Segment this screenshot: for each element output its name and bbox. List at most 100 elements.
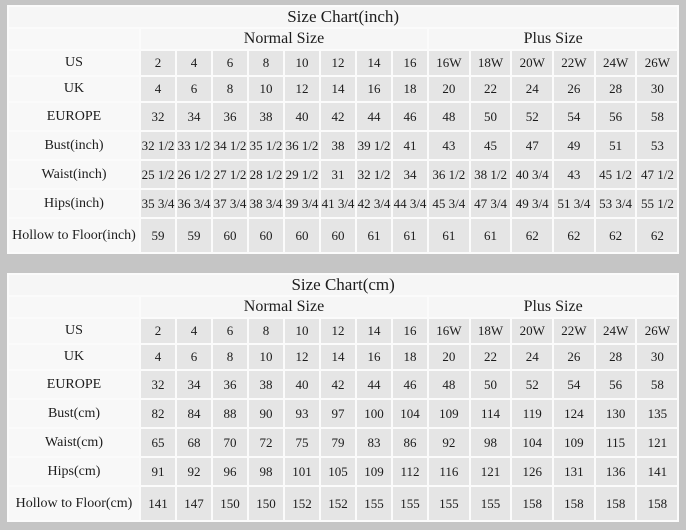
data-cell: 34 [177,371,211,398]
data-cell: 20 [429,345,469,369]
data-cell: 6 [213,319,247,343]
data-cell: 10 [285,319,319,343]
row-label: Waist(cm) [9,429,139,456]
chart-title: Size Chart(cm) [9,275,678,295]
table-row: US 2 4 6 8 10 12 14 16 16W 18W 20W 22W 24W 26W [9,319,678,343]
data-cell: 62 [554,219,594,252]
data-cell: 49 [554,132,594,159]
data-cell: 152 [285,487,319,520]
data-cell: 115 [595,429,636,456]
data-cell: 32 [141,103,175,130]
data-cell: 82 [141,400,175,427]
data-cell: 98 [470,429,511,456]
data-cell: 52 [512,371,553,398]
column-group-row: Normal Size Plus Size [9,297,678,317]
data-cell: 30 [637,77,678,101]
data-cell: 32 [141,371,175,398]
data-cell: 58 [637,103,678,130]
data-cell: 39 3/4 [285,190,319,217]
data-cell: 54 [554,103,594,130]
data-cell: 18W [470,51,511,75]
data-cell: 41 3/4 [321,190,355,217]
data-cell: 55 1/2 [637,190,678,217]
data-cell: 12 [321,51,355,75]
data-cell: 16 [357,345,391,369]
data-cell: 12 [321,319,355,343]
data-cell: 47 [512,132,553,159]
table-row: EUROPE 32 34 36 38 40 42 44 46 48 50 52 54 56 58 [9,371,678,398]
data-cell: 88 [213,400,247,427]
data-cell: 43 [554,161,594,188]
data-cell: 49 3/4 [512,190,553,217]
size-chart-cm-table: Size Chart(cm) Normal Size Plus Size US 2 4 6 8… [7,273,680,522]
data-cell: 105 [321,458,355,485]
data-cell: 158 [512,487,553,520]
data-cell: 16 [393,319,427,343]
column-group-label: Plus Size [429,29,678,49]
data-cell: 56 [595,103,636,130]
data-cell: 46 [393,103,427,130]
data-cell: 60 [213,219,247,252]
data-cell: 32 1/2 [357,161,391,188]
data-cell: 24W [595,319,636,343]
data-cell: 33 1/2 [177,132,211,159]
data-cell: 26W [637,51,678,75]
row-label: US [9,51,139,75]
data-cell: 48 [429,103,469,130]
data-cell: 24 [512,77,553,101]
data-cell: 54 [554,371,594,398]
data-cell: 25 1/2 [141,161,175,188]
data-cell: 60 [321,219,355,252]
data-cell: 86 [393,429,427,456]
row-label: Hollow to Floor(cm) [9,487,139,520]
data-cell: 61 [393,219,427,252]
data-cell: 90 [249,400,283,427]
data-cell: 42 3/4 [357,190,391,217]
data-cell: 38 3/4 [249,190,283,217]
data-cell: 29 1/2 [285,161,319,188]
data-cell: 126 [512,458,553,485]
chart-title-row: Size Chart(cm) [9,275,678,295]
column-group-row: Normal Size Plus Size [9,29,678,49]
table-row: Hollow to Floor(inch) 59 59 60 60 60 60 61 61 61 6… [9,219,678,252]
chart-title-row: Size Chart(inch) [9,7,678,27]
row-label: US [9,319,139,343]
data-cell: 75 [285,429,319,456]
data-cell: 28 [595,345,636,369]
data-cell: 22W [554,319,594,343]
data-cell: 53 3/4 [595,190,636,217]
data-cell: 45 3/4 [429,190,469,217]
data-cell: 136 [595,458,636,485]
data-cell: 141 [141,487,175,520]
data-cell: 22W [554,51,594,75]
data-cell: 6 [177,77,211,101]
data-cell: 43 [429,132,469,159]
data-cell: 34 [393,161,427,188]
data-cell: 119 [512,400,553,427]
data-cell: 38 [249,103,283,130]
data-cell: 2 [141,51,175,75]
data-cell: 16 [393,51,427,75]
row-label: EUROPE [9,103,139,130]
data-cell: 38 1/2 [470,161,511,188]
data-cell: 116 [429,458,469,485]
data-cell: 14 [357,319,391,343]
data-cell: 36 [213,103,247,130]
data-cell: 18W [470,319,511,343]
table-row: Bust(inch) 32 1/2 33 1/2 34 1/2 35 1/2 36 1/2… [9,132,678,159]
data-cell: 32 1/2 [141,132,175,159]
data-cell: 104 [393,400,427,427]
row-label: Bust(inch) [9,132,139,159]
data-cell: 36 3/4 [177,190,211,217]
data-cell: 84 [177,400,211,427]
data-cell: 104 [512,429,553,456]
data-cell: 92 [177,458,211,485]
table-row: UK 4 6 8 10 12 14 16 18 20 22 24 26 28 30 [9,345,678,369]
data-cell: 46 [393,371,427,398]
data-cell: 52 [512,103,553,130]
data-cell: 34 [177,103,211,130]
data-cell: 51 [595,132,636,159]
column-group-label: Normal Size [141,297,427,317]
data-cell: 20W [512,51,553,75]
